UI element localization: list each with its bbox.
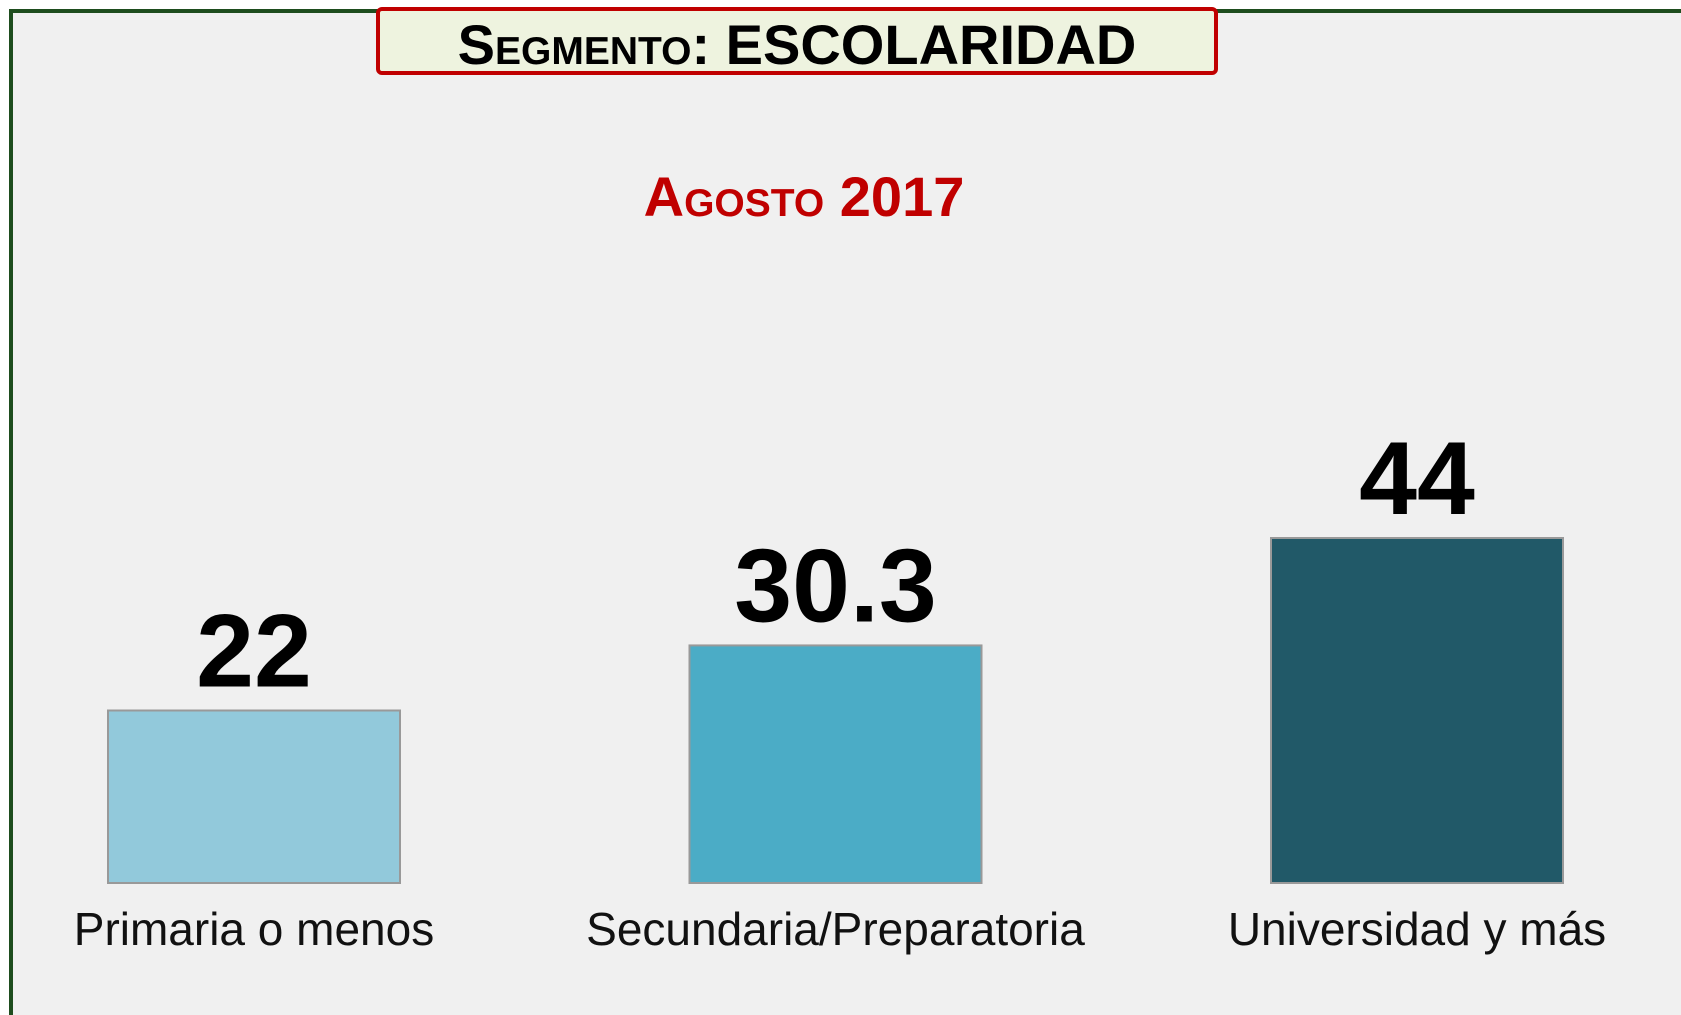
title-box — [376, 7, 1218, 75]
bar — [1270, 537, 1564, 884]
value-label: 44 — [1359, 421, 1475, 537]
bar — [107, 709, 401, 884]
x-tick-label: Primaria o menos — [74, 903, 434, 955]
chart-title: Segmento: ESCOLARIDAD — [458, 13, 1137, 76]
value-label: 30.3 — [734, 528, 936, 644]
value-label: 22 — [196, 594, 312, 710]
x-tick-label: Secundaria/Preparatoria — [586, 903, 1085, 955]
chart-subtitle: Agosto 2017 — [644, 165, 965, 228]
x-tick-label: Universidad y más — [1228, 903, 1606, 955]
bar — [688, 644, 983, 885]
